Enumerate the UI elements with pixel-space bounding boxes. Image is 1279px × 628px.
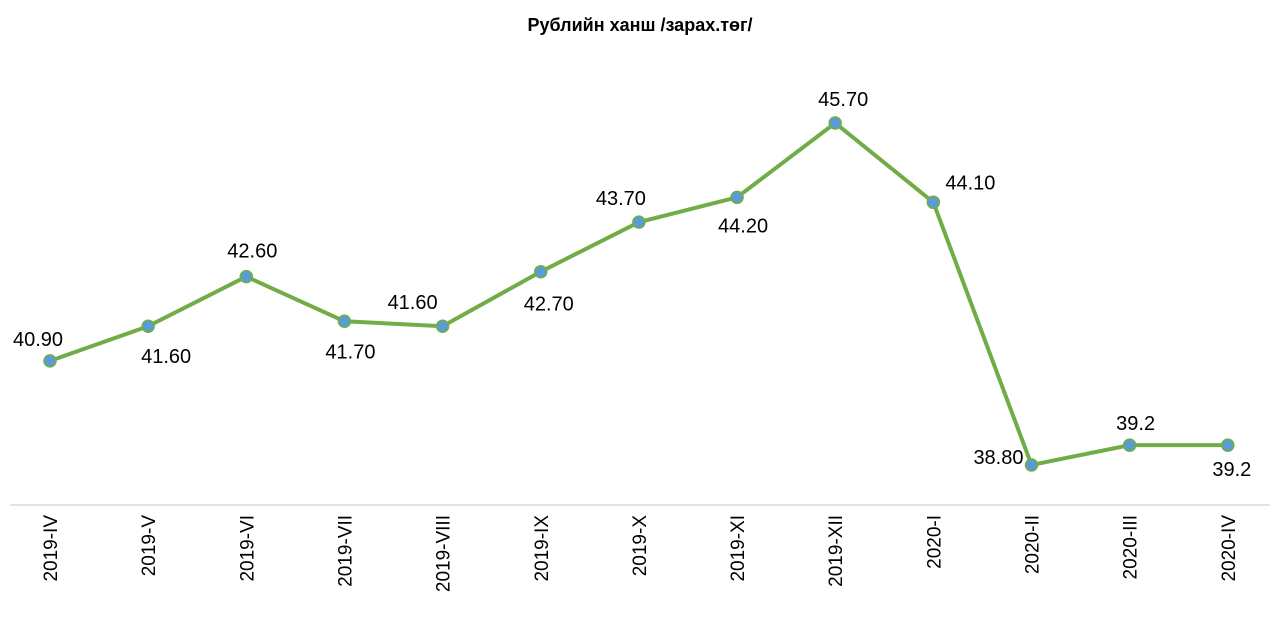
x-tick-label: 2019-X [630, 515, 651, 577]
marker [141, 319, 155, 333]
data-label: 41.70 [325, 341, 375, 363]
x-tick-label: 2019-VIII [434, 515, 455, 592]
marker [730, 190, 744, 205]
marker [926, 195, 941, 210]
data-label: 38.80 [973, 447, 1023, 469]
x-tick-label: 2019-V [139, 515, 160, 577]
line [49, 120, 1228, 468]
x-tick-label: 2020-II [1023, 515, 1044, 574]
data-label: 43.70 [596, 188, 646, 210]
chart-title: Рублийн ханш /зарах.төг/ [527, 15, 752, 35]
x-tick-label: 2019-IV [41, 515, 62, 582]
marker [1024, 458, 1039, 472]
marker [43, 354, 57, 368]
data-label: 44.10 [945, 172, 995, 194]
marker [828, 116, 842, 130]
marker [534, 264, 548, 279]
marker [1221, 438, 1235, 452]
data-label: 39.2 [1116, 413, 1155, 435]
marker [337, 314, 352, 329]
data-label: 44.20 [718, 215, 768, 237]
x-tick-label: 2019-VII [335, 515, 356, 587]
x-tick-label: 2019-IX [532, 515, 553, 582]
x-tick-label: 2020-I [924, 515, 945, 569]
data-label: 40.90 [13, 329, 63, 351]
marker [632, 215, 646, 229]
marker [239, 269, 254, 284]
x-tick-label: 2019-XII [826, 515, 847, 587]
data-label: 39.2 [1212, 459, 1251, 481]
data-label: 45.70 [818, 89, 868, 111]
marker [435, 319, 450, 333]
data-label: 41.60 [141, 346, 191, 368]
x-tick-label: 2020-IV [1219, 515, 1240, 582]
data-label: 42.70 [524, 294, 574, 316]
data-label: 42.60 [227, 241, 277, 263]
marker [1122, 438, 1137, 452]
x-tick-label: 2019-XI [728, 515, 749, 582]
x-tick-label: 2020-III [1121, 515, 1142, 579]
x-tick-label: 2019-VI [237, 515, 258, 582]
data-label: 41.60 [388, 292, 438, 314]
